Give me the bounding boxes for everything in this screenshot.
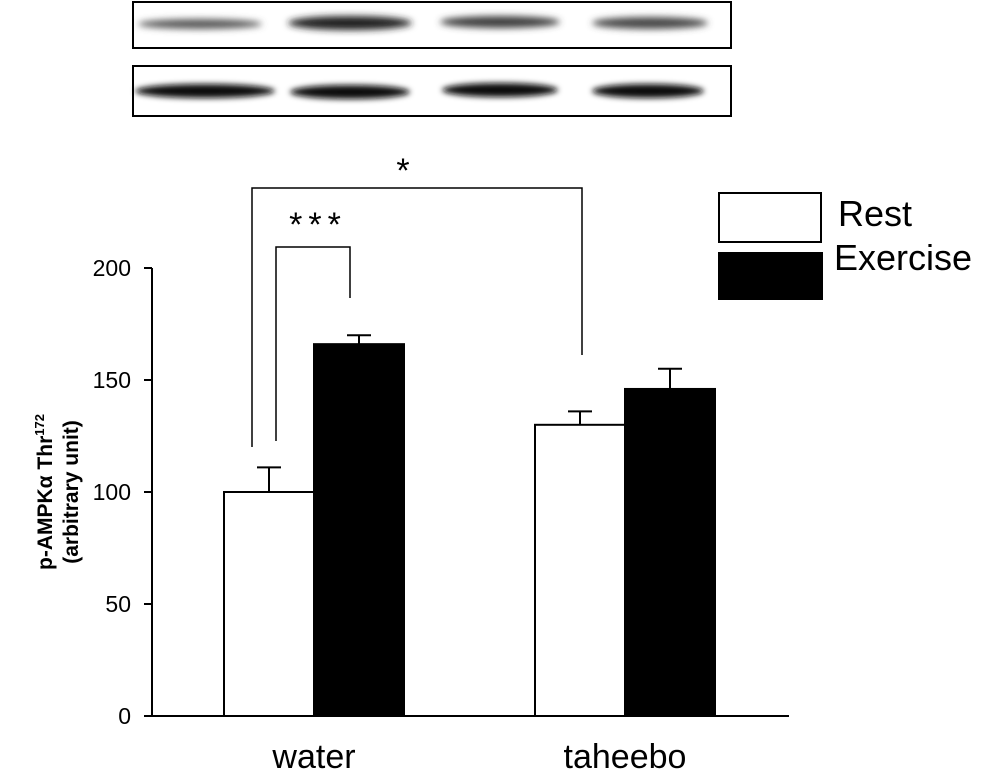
- y-axis-label-line2: (arbitrary unit): [60, 420, 83, 564]
- significance-label-water: ***: [289, 206, 347, 244]
- blot-panel-top: [132, 1, 732, 49]
- y-axis-label-line1: p-AMPKα Thr172: [32, 414, 57, 570]
- significance-bracket-rest: [251, 187, 583, 447]
- y-tick-label: 50: [105, 591, 131, 617]
- bar-water-exercise: [313, 343, 405, 717]
- y-tick-label: 0: [118, 703, 131, 729]
- blot-band: [442, 83, 558, 97]
- x-tick-label-taheebo: taheebo: [564, 738, 687, 774]
- bar-taheebo-rest: [534, 423, 626, 717]
- legend-swatch-exercise: [718, 252, 823, 300]
- blot-band: [592, 84, 704, 98]
- y-ticks: 0 50 100 150 200: [93, 255, 152, 729]
- bar-taheebo-exercise: [624, 387, 716, 717]
- blot-band: [592, 17, 708, 29]
- error-bars: [257, 334, 682, 492]
- blot-band: [290, 85, 410, 99]
- y-tick-label: 150: [93, 367, 131, 393]
- legend: Rest Exercise: [718, 192, 972, 300]
- y-tick-label: 200: [93, 255, 131, 281]
- blot-band: [138, 19, 262, 29]
- error-bar-taheebo-exercise: [658, 367, 682, 389]
- blot-band: [440, 16, 560, 28]
- blot-panel-bottom: [132, 65, 732, 117]
- legend-label-rest: Rest: [838, 193, 912, 234]
- bar-water-rest: [223, 491, 315, 717]
- legend-label-exercise: Exercise: [834, 237, 972, 278]
- blot-band: [135, 84, 275, 98]
- y-tick-label: 100: [93, 479, 131, 505]
- bars: [223, 343, 716, 717]
- error-bar-water-exercise: [347, 334, 371, 345]
- significance-label-rest: *: [396, 152, 415, 190]
- blot-band: [288, 16, 412, 30]
- error-bar-taheebo-rest: [568, 410, 592, 425]
- legend-swatch-rest: [718, 192, 822, 243]
- x-tick-label-water: water: [271, 738, 355, 774]
- error-bar-water-rest: [257, 466, 281, 492]
- significance-bracket-water: [275, 246, 351, 441]
